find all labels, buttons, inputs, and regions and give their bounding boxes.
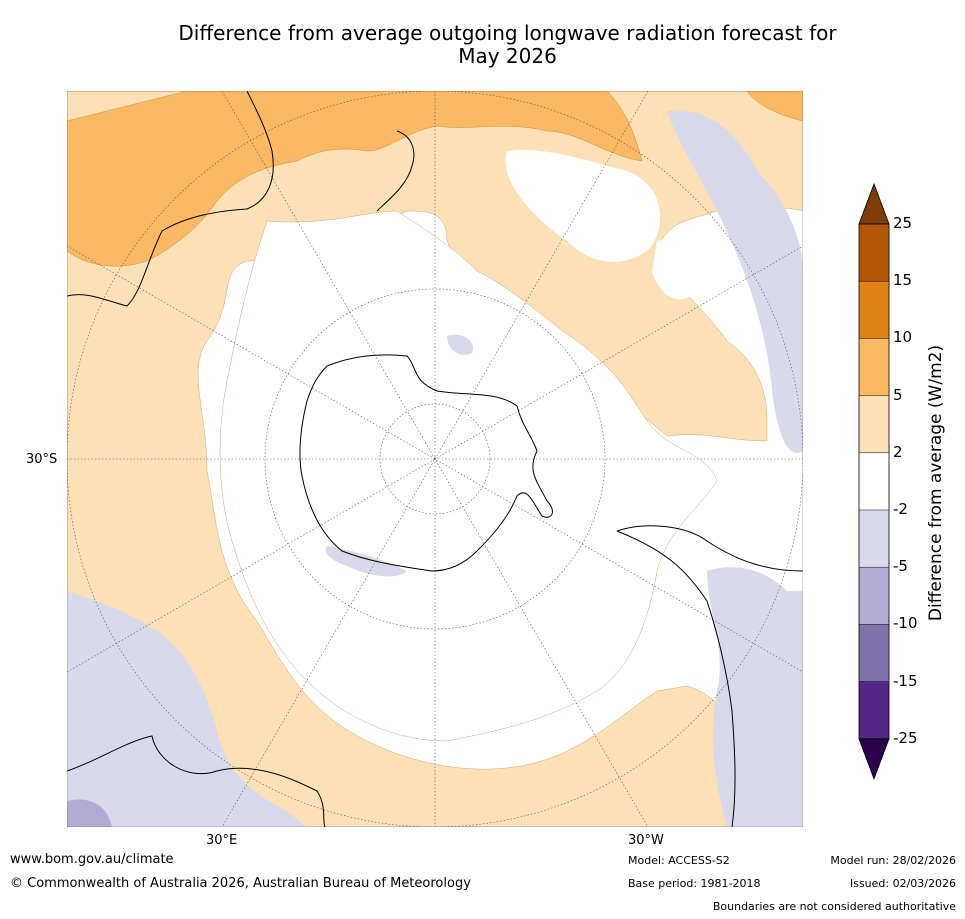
anomaly-region-5-10-northwest	[67, 91, 643, 267]
colorbar-extend-max	[858, 182, 890, 225]
map-title-line-2: May 2026	[458, 44, 557, 68]
colorbar-extend-min	[858, 738, 890, 780]
colorbar-segment	[859, 510, 889, 568]
colorbar-segment	[859, 224, 889, 282]
colorbar-tick-label: 25	[893, 214, 913, 232]
map-title: Difference from average outgoing longwav…	[150, 22, 865, 68]
colorbar-tick-label: -2	[893, 500, 908, 518]
antarctica-coastline	[299, 354, 553, 572]
new-zealand-coastline	[376, 130, 415, 212]
anomaly-region-minus2-5-southwest	[67, 591, 307, 827]
colorbar-segment	[859, 452, 889, 510]
colorbar-segment	[859, 281, 889, 339]
polar-map	[67, 91, 803, 827]
map-title-line-1: Difference from average outgoing longwav…	[178, 21, 837, 45]
footer-base-period: Base period: 1981-2018	[628, 877, 761, 890]
colorbar	[858, 182, 890, 780]
footer-model: Model: ACCESS-S2	[628, 854, 730, 867]
colorbar-tick-label: 5	[893, 385, 903, 404]
colorbar-tick-label: -15	[893, 671, 918, 690]
anomaly-region-neutral-patch	[505, 150, 661, 262]
lon-label-30e: 30°E	[206, 833, 238, 848]
colorbar-segment	[859, 395, 889, 453]
footer-url[interactable]: www.bom.gov.au/climate	[10, 852, 174, 867]
anomaly-region-neutral-patch	[652, 239, 700, 300]
map-canvas	[67, 91, 803, 827]
lon-label-30w: 30°W	[628, 833, 664, 848]
colorbar-segment	[859, 624, 889, 682]
anomaly-region-minus2-5-east	[667, 110, 803, 453]
colorbar-segment	[859, 567, 889, 625]
anomaly-region-neutral-interior	[219, 210, 718, 742]
anomaly-region-minus5-10-southwest	[67, 799, 112, 827]
colorbar-tick-label: -10	[893, 614, 918, 633]
colorbar-tick-label: 2	[893, 442, 903, 461]
australia-coastline	[67, 91, 274, 307]
colorbar-tick-label: -25	[893, 728, 918, 747]
graticule	[67, 91, 803, 827]
colorbar-border	[858, 223, 890, 740]
anomaly-region-minus2-5-southeast	[707, 567, 803, 827]
colorbar-segment	[859, 681, 889, 739]
footer-copyright: © Commonwealth of Australia 2026, Austra…	[10, 876, 471, 891]
anomaly-region-minus2-5-polar	[447, 334, 473, 356]
footer-model-run: Model run: 28/02/2026	[830, 854, 956, 867]
africa-coastline	[67, 735, 326, 827]
colorbar-title-text: Difference from average (W/m2)	[926, 344, 946, 622]
south-america-coastline	[616, 525, 803, 827]
footer-issued: Issued: 02/03/2026	[849, 877, 956, 890]
colorbar-tick-label: 15	[893, 271, 913, 290]
colorbar-tick-label: -5	[893, 557, 908, 576]
colorbar-tick-label: 10	[893, 328, 913, 347]
colorbar-segment	[859, 338, 889, 396]
footer-disclaimer: Boundaries are not considered authoritat…	[712, 900, 956, 913]
anomaly-region-minus2-5-antarctic-coast	[325, 546, 407, 577]
lat-label-30s: 30°S	[26, 452, 58, 467]
